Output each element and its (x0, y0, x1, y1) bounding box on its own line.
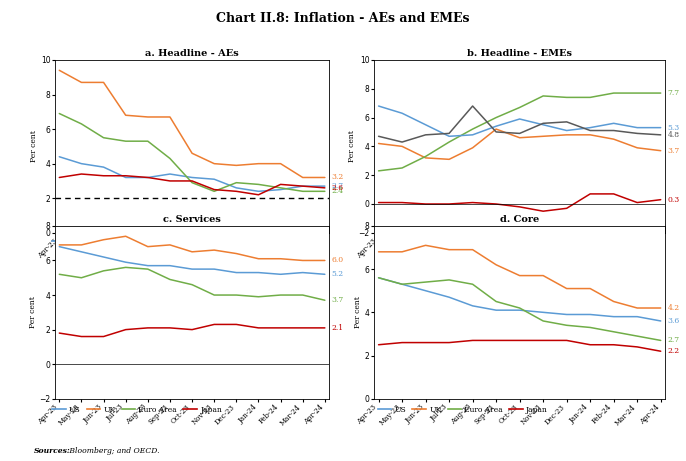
Text: 6.0: 6.0 (331, 256, 344, 265)
Text: 2.6: 2.6 (331, 184, 344, 192)
Text: 3.2: 3.2 (331, 173, 344, 182)
Text: Chart II.8: Inflation - AEs and EMEs: Chart II.8: Inflation - AEs and EMEs (216, 12, 470, 24)
Text: 3.7: 3.7 (667, 147, 680, 155)
Legend: US (PCE), UK, Euro Area, Japan: US (PCE), UK, Euro Area, Japan (52, 238, 247, 246)
Text: Bloomberg; and OECD.: Bloomberg; and OECD. (67, 448, 160, 455)
Title: b. Headline - EMEs: b. Headline - EMEs (467, 49, 572, 58)
Text: 5.2: 5.2 (331, 270, 344, 278)
Text: 0.3: 0.3 (667, 195, 680, 204)
Text: 2.7: 2.7 (667, 337, 680, 344)
Title: c. Services: c. Services (163, 215, 221, 224)
Y-axis label: Per cent: Per cent (354, 296, 362, 328)
Y-axis label: Per cent: Per cent (30, 130, 38, 162)
Text: 2.7: 2.7 (331, 182, 344, 190)
Text: 2.4: 2.4 (331, 187, 344, 195)
Text: Sources:: Sources: (34, 448, 71, 455)
Text: 3.7: 3.7 (331, 296, 344, 304)
Title: a. Headline - AEs: a. Headline - AEs (145, 49, 239, 58)
Y-axis label: Per cent: Per cent (348, 130, 356, 162)
Text: 3.6: 3.6 (667, 317, 680, 325)
Text: 4.8: 4.8 (667, 131, 680, 139)
Y-axis label: Per cent: Per cent (29, 296, 37, 328)
Legend: US, UK, Euro Area, Japan: US, UK, Euro Area, Japan (52, 406, 222, 414)
Legend: Brazil, Russia, China, South Africa, India: Brazil, Russia, China, South Africa, Ind… (378, 238, 533, 255)
Text: 2.2: 2.2 (667, 347, 680, 355)
Text: 2.1: 2.1 (331, 324, 344, 332)
Title: d. Core: d. Core (500, 215, 539, 224)
Text: 7.7: 7.7 (667, 89, 680, 97)
Text: 5.3: 5.3 (667, 124, 680, 132)
Text: 4.2: 4.2 (667, 304, 680, 312)
Legend: US, UK, Euro Area, Japan: US, UK, Euro Area, Japan (378, 406, 548, 414)
